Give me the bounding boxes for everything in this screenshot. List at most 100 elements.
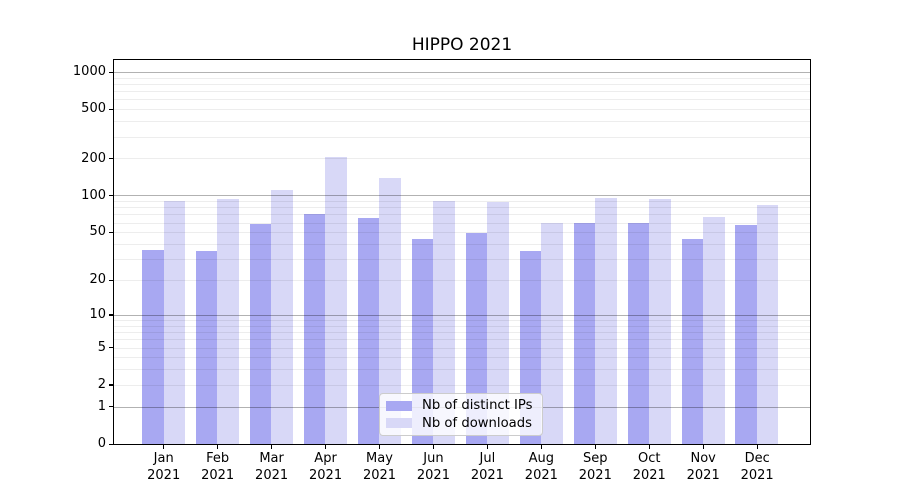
bar-ips-apr [303, 213, 326, 444]
x-tick-label-nov: Nov 2021 [663, 450, 743, 484]
bar-downloads-jul [487, 201, 509, 444]
y-tick-label-5: 5 [97, 339, 106, 355]
x-tick-year: 2021 [201, 468, 235, 483]
x-tick-year: 2021 [524, 468, 558, 483]
gridline-minor-300 [114, 136, 810, 138]
x-tick-month: Aug [528, 451, 555, 466]
x-tick-month: Jan [153, 451, 174, 466]
x-tick-year: 2021 [255, 468, 289, 483]
bar-ips-jan [142, 249, 164, 444]
bar-downloads-sep [595, 197, 617, 444]
x-tick-month: Jul [479, 451, 496, 466]
x-tick-label-feb: Feb 2021 [178, 450, 258, 484]
x-tick-feb [217, 445, 219, 449]
gridline-minor-20 [114, 280, 810, 282]
x-tick-oct [648, 445, 650, 449]
gridline-minor-6 [114, 339, 810, 341]
x-tick-jun [432, 445, 435, 449]
x-tick-apr [324, 445, 327, 449]
x-tick-dec [756, 445, 758, 449]
bar-downloads-nov [703, 216, 725, 444]
plot-area: Nb of distinct IPs Nb of downloads [113, 59, 811, 445]
y-tick-label-200: 200 [81, 150, 106, 166]
x-tick-may [378, 445, 381, 449]
x-tick-year: 2021 [362, 468, 397, 483]
gridline-major-1000 [114, 71, 810, 73]
x-tick-month: Dec [744, 451, 770, 466]
x-tick-jan [163, 445, 165, 449]
x-tick-label-may: May 2021 [340, 450, 420, 484]
y-tick-2 [109, 384, 113, 386]
x-tick-month: Sep [583, 451, 608, 466]
bar-downloads-may [379, 177, 401, 444]
y-tick-200 [109, 158, 113, 160]
x-tick-sep [594, 445, 596, 449]
legend-swatch-ips [386, 400, 412, 411]
x-tick-year: 2021 [632, 468, 666, 483]
y-tick-label-0: 0 [97, 436, 106, 452]
y-tick-label-50: 50 [89, 224, 106, 240]
y-tick-label-1: 1 [97, 398, 106, 414]
gridline-minor-7 [114, 332, 810, 334]
x-tick-year: 2021 [309, 468, 343, 483]
bar-downloads-oct [649, 199, 671, 444]
x-tick-year: 2021 [686, 468, 720, 483]
gridline-minor-500 [114, 109, 810, 111]
gridline-minor-4 [114, 357, 810, 359]
gridline-minor-40 [114, 244, 810, 245]
gridline-major-100 [114, 195, 810, 197]
x-tick-label-apr: Apr 2021 [286, 450, 366, 484]
gridline-minor-70 [114, 214, 810, 216]
x-tick-mar [271, 445, 273, 449]
bar-downloads-jun [433, 200, 455, 444]
y-tick-100 [109, 195, 113, 197]
gridline-minor-3 [114, 369, 810, 371]
bar-ips-jun [411, 239, 434, 444]
y-tick-label-2: 2 [97, 377, 106, 393]
legend-item-ips: Nb of distinct IPs [386, 397, 534, 415]
gridline-minor-700 [114, 91, 810, 93]
gridline-minor-9 [114, 320, 810, 321]
x-tick-nov [702, 445, 704, 449]
y-tick-5 [109, 347, 113, 349]
bar-downloads-jan [163, 201, 185, 444]
gridline-minor-600 [114, 99, 810, 101]
x-tick-label-jul: Jul 2021 [447, 450, 527, 484]
bar-downloads-dec [756, 205, 779, 444]
bar-ips-nov [681, 239, 703, 444]
legend-label-downloads: Nb of downloads [422, 415, 532, 431]
y-tick-label-100: 100 [81, 187, 106, 203]
y-tick-0 [109, 443, 113, 445]
bar-ips-mar [249, 224, 272, 444]
y-tick-20 [109, 279, 113, 281]
bar-downloads-apr [325, 156, 347, 444]
y-tick-50 [109, 231, 113, 234]
x-tick-label-mar: Mar 2021 [232, 450, 312, 484]
x-tick-year: 2021 [740, 468, 774, 483]
y-tick-label-500: 500 [81, 101, 106, 117]
gridline-minor-5 [114, 347, 810, 349]
bar-ips-may [357, 218, 380, 444]
x-tick-jul [486, 445, 488, 449]
bar-ips-feb [195, 251, 218, 444]
x-tick-label-oct: Oct 2021 [609, 450, 689, 484]
x-tick-label-jan: Jan 2021 [124, 450, 204, 484]
bar-ips-oct [627, 222, 650, 444]
y-tick-1000 [109, 71, 113, 73]
x-tick-label-sep: Sep 2021 [555, 450, 635, 484]
x-tick-month: Apr [314, 451, 337, 466]
gridline-major-10 [114, 314, 810, 316]
bar-downloads-mar [271, 190, 293, 444]
gridline-minor-400 [114, 121, 810, 123]
gridline-minor-200 [114, 158, 810, 160]
gridline-minor-800 [114, 83, 810, 85]
bar-ips-dec [735, 225, 757, 444]
y-tick-label-10: 10 [89, 307, 106, 323]
x-tick-label-aug: Aug 2021 [501, 450, 581, 484]
gridline-minor-60 [114, 222, 810, 224]
gridline-minor-8 [114, 325, 810, 327]
gridline-minor-50 [114, 232, 810, 234]
legend-box: Nb of distinct IPs Nb of downloads [379, 393, 543, 436]
x-tick-month: Mar [259, 451, 284, 466]
